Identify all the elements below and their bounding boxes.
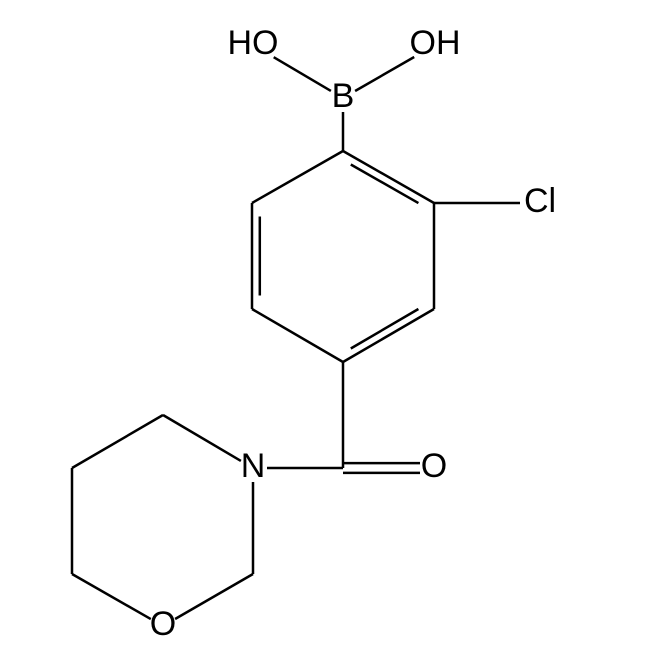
bond — [252, 151, 343, 203]
bond — [351, 165, 419, 204]
chemical-structure-diagram: HO OH B Cl N O O — [0, 0, 650, 650]
bond — [274, 57, 331, 91]
atom-label-oh1: HO — [228, 24, 279, 62]
atom-label-ocarb: O — [421, 447, 447, 485]
bond — [163, 415, 241, 461]
bond — [343, 151, 434, 203]
bond — [252, 309, 343, 362]
bond — [72, 574, 151, 619]
atom-label-oh2: OH — [410, 24, 461, 62]
atom-label-oeth: O — [150, 605, 176, 643]
bond — [175, 574, 253, 619]
atom-label-n: N — [241, 447, 266, 485]
bond — [351, 309, 419, 349]
bond — [343, 309, 434, 362]
atom-label-b: B — [332, 77, 355, 115]
atom-label-cl: Cl — [524, 182, 556, 220]
bond — [72, 415, 163, 468]
bond — [355, 57, 414, 91]
